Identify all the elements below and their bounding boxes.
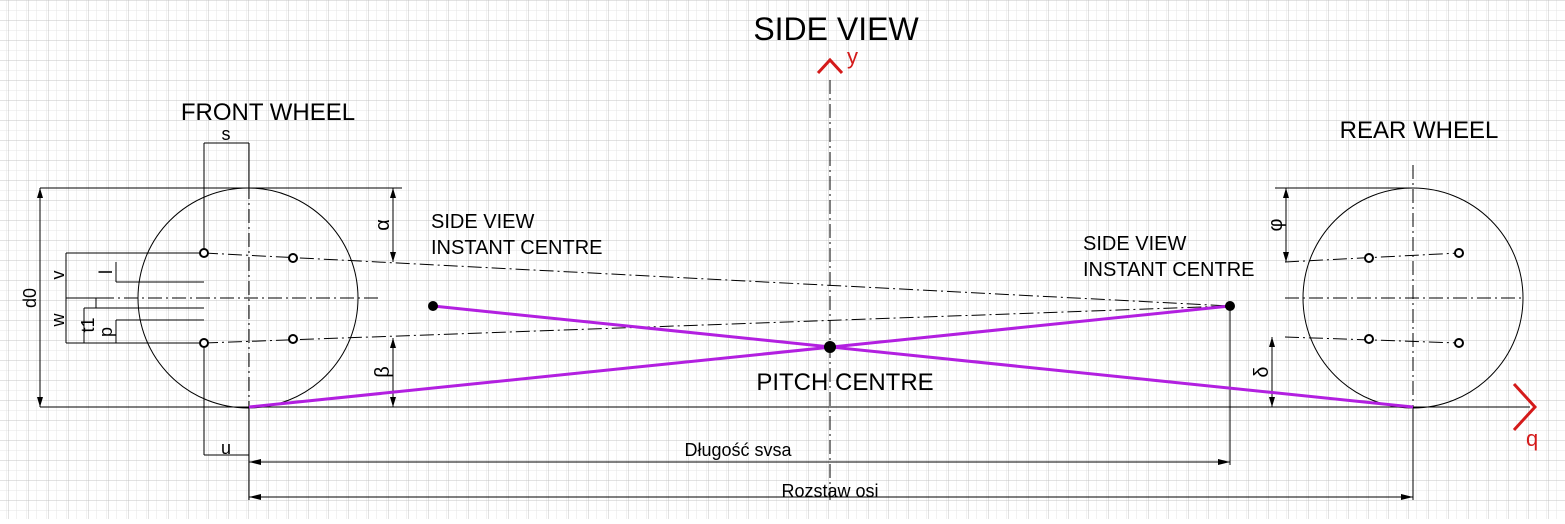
dim-t1-label: t1 [78,317,98,332]
front-lower-inner-pivot [199,338,209,348]
dim-phi-label: φ [1265,218,1287,231]
page-title: SIDE VIEW [753,11,919,47]
lower-svic-line [203,305,1231,344]
rear-instant-centre-point [1225,301,1235,311]
front-svsa-line [248,304,1231,409]
dim-alpha-label: α [372,219,394,231]
front-instant-centre-line1: SIDE VIEW [431,211,534,233]
front-wheel-label: FRONT WHEEL [181,99,355,126]
pitch-centre-label: PITCH CENTRE [756,369,933,396]
dim-w-label: w [48,313,68,328]
rear-lower-inner-pivot [1364,334,1374,344]
rear-instant-centre-line2: INSTANT CENTRE [1083,259,1255,281]
dim-p-label: p [96,327,116,337]
dim-s-label: s [222,124,231,144]
y-axis-label: y [847,44,858,69]
dim-beta-label: β [372,366,394,378]
dim-u-label: u [221,438,231,458]
centre-points [428,301,1235,353]
dimension-lines [39,142,1414,500]
rear-upper-inner-pivot [1364,253,1374,263]
rear-svsa-line [432,304,1414,409]
dim-delta-label: δ [1251,366,1273,377]
pivot-points [199,248,1464,348]
svsa-length-label: Długość svsa [684,440,792,460]
rear-lower-arm-line [1284,336,1460,344]
front-lower-outer-pivot [288,334,298,344]
front-instant-centre-point [428,301,438,311]
q-axis-arrow [1512,382,1538,432]
pitch-centre-point [824,341,836,353]
q-axis-label: q [1526,426,1538,451]
y-axis-arrow [816,57,844,75]
front-upper-outer-pivot [288,253,298,263]
dim-l-label: l [96,270,116,274]
front-upper-inner-pivot [199,248,209,258]
rear-wheel-label: REAR WHEEL [1340,117,1499,144]
dim-d0-label: d0 [20,288,40,308]
rear-instant-centre-line1: SIDE VIEW [1083,233,1186,255]
axis-arrows [816,57,1538,432]
upper-svic-line [203,252,1231,307]
dimension-arrowheads [37,188,1413,500]
front-instant-centre-line2: INSTANT CENTRE [431,237,603,259]
wheelbase-label: Rozstaw osi [781,481,878,501]
dim-v-label: v [48,271,68,280]
svsa-lines [248,304,1414,409]
rear-upper-outer-pivot [1454,248,1464,258]
rear-lower-outer-pivot [1454,338,1464,348]
rear-upper-arm-line [1284,252,1460,263]
